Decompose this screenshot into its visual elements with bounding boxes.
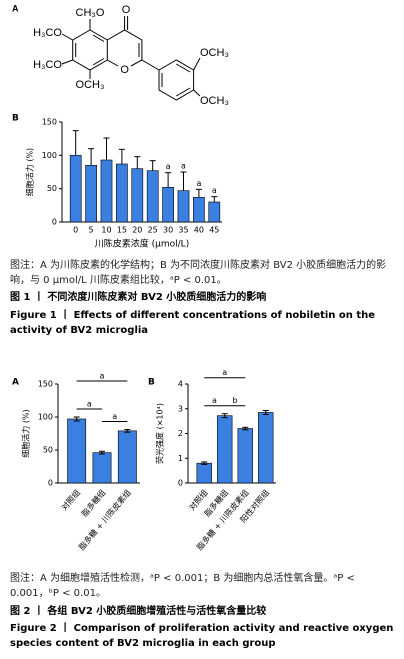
atom-label: OCH₃ (76, 79, 105, 91)
y-tick-label: 4 (178, 380, 183, 389)
ring (107, 29, 143, 67)
figure-note: 图注：A 为细胞增殖活性检测，ᵃP < 0.001；B 为细胞内总活性氧含量。ᵃ… (10, 573, 355, 599)
bar (237, 428, 253, 484)
x-tick-label: 30 (163, 226, 173, 235)
bar (258, 412, 274, 484)
significance-label: a (212, 186, 217, 195)
x-axis-label: 川陈皮素浓度 (μmol/L) (95, 238, 189, 250)
bond (61, 33, 73, 41)
panel-label: A (12, 3, 19, 13)
significance-label: b (232, 396, 237, 405)
figure-title: 图 1 丨 不同浓度川陈皮素对 BV2 小胶质细胞活力的影响 (10, 292, 267, 303)
bond (141, 59, 160, 71)
figure-title: 图 2 丨 各组 BV2 小胶质细胞增殖活性与活性氧含量比较 (10, 606, 267, 617)
significance-label: a (212, 396, 217, 405)
x-tick-label: 对照组 (59, 487, 82, 512)
bar (146, 170, 159, 223)
atom-label: OCH₃ (200, 95, 229, 107)
significance-label: a (87, 400, 92, 409)
bar (208, 201, 221, 223)
bar (196, 462, 212, 484)
y-tick-label: 150 (38, 380, 53, 389)
y-tick-label: 100 (38, 413, 53, 422)
bond (61, 59, 73, 65)
y-tick-label: 50 (43, 446, 53, 455)
bar (67, 418, 87, 484)
significance-label: a (196, 179, 201, 188)
bar (217, 415, 233, 484)
bond (107, 59, 119, 67)
bond (193, 89, 201, 97)
y-tick-label: 2 (178, 429, 183, 438)
figure-title-en: Figure 2 丨 Comparison of proliferation a… (10, 623, 394, 649)
figure-note: 图注：A 为川陈皮素的化学结构；B 为不同浓度川陈皮素对 BV2 小胶质细胞活力… (10, 260, 387, 286)
bar (85, 165, 97, 223)
panel-label: B (148, 378, 155, 388)
x-tick-label: 35 (178, 226, 188, 235)
bond (92, 34, 105, 42)
chemical-structure: A CH₃O O H₃CO H₃CO O OCH₃ OCH₃ OCH₃ (12, 3, 229, 107)
bar (177, 190, 190, 223)
bar (116, 163, 128, 223)
significance-label: a (112, 412, 117, 421)
y-axis-label: 细胞活力 (%) (21, 409, 31, 457)
y-axis-label: 细胞活力 (%) (25, 148, 35, 196)
panel-label: A (12, 378, 19, 388)
atom-label: H₃CO (33, 59, 62, 71)
y-tick-label: 0 (48, 479, 53, 488)
atom-label: H₃CO (33, 27, 62, 39)
atom-label: OCH₃ (200, 47, 229, 59)
x-tick-label: 0 (73, 226, 78, 235)
y-tick-label: 0 (52, 218, 57, 227)
significance-label: a (166, 162, 171, 171)
y-tick-label: 1 (178, 454, 183, 463)
atom-label: O (122, 4, 131, 16)
x-tick-label: 45 (209, 226, 219, 235)
y-axis-label: 荧光强度 (×10⁴) (155, 403, 165, 464)
atom-label: O (120, 64, 129, 76)
bar (92, 452, 112, 484)
significance-label: a (222, 368, 227, 377)
bar (131, 168, 144, 223)
significance-label: a (100, 372, 105, 381)
bond (92, 58, 105, 66)
bond (193, 57, 201, 71)
bar (193, 197, 205, 223)
bond (176, 87, 191, 97)
y-tick-label: 150 (42, 118, 57, 127)
y-tick-label: 50 (47, 184, 57, 193)
x-tick-label: 25 (148, 226, 158, 235)
x-tick-label: 15 (117, 226, 127, 235)
x-tick-label: 40 (194, 226, 204, 235)
ring (158, 59, 195, 101)
panel-label: B (12, 114, 19, 124)
x-tick-label: 10 (101, 226, 111, 235)
significance-label: a (181, 162, 186, 171)
atom-label: CH₃O (76, 7, 105, 19)
y-tick-label: 3 (178, 404, 183, 413)
y-tick-label: 0 (178, 479, 183, 488)
figure-title-en: Figure 1 丨 Effects of different concentr… (10, 310, 376, 336)
y-tick-label: 100 (42, 151, 57, 160)
x-tick-label: 20 (132, 226, 142, 235)
bar (100, 159, 113, 223)
bar (117, 430, 137, 484)
bond (176, 63, 191, 73)
bar (69, 155, 82, 223)
x-tick-label: 5 (89, 226, 94, 235)
bar (162, 187, 174, 223)
ring (72, 29, 108, 71)
